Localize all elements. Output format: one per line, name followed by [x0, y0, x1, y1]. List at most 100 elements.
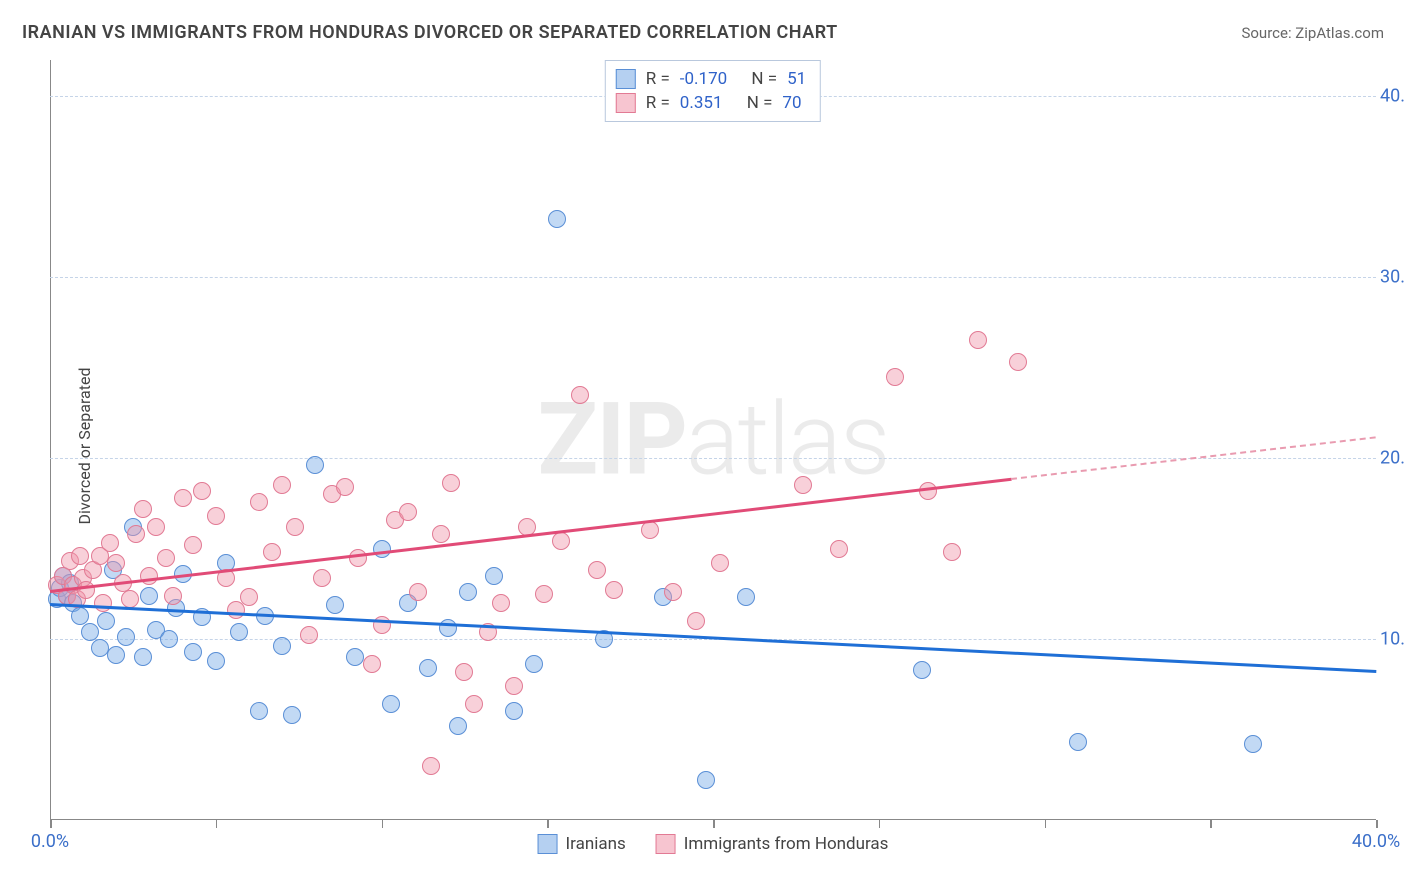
x-tick — [1045, 820, 1047, 828]
data-point-b — [240, 588, 258, 606]
x-tick — [879, 820, 881, 828]
data-point-b — [300, 626, 318, 644]
data-point-b — [286, 518, 304, 536]
legend-stats-row: R = -0.170 N = 51 — [616, 67, 806, 91]
data-point-a — [134, 648, 152, 666]
data-point-b — [71, 547, 89, 565]
data-point-b — [605, 581, 623, 599]
legend-swatch-a — [616, 69, 636, 89]
data-point-b — [121, 590, 139, 608]
data-point-b — [184, 536, 202, 554]
data-point-b — [641, 521, 659, 539]
data-point-b — [263, 543, 281, 561]
legend-item-b: Immigrants from Honduras — [656, 834, 889, 854]
grid-line — [50, 277, 1376, 278]
grid-line — [50, 639, 1376, 640]
x-tick — [382, 820, 384, 828]
data-point-a — [1244, 735, 1262, 753]
legend-swatch-b — [616, 93, 636, 113]
data-point-b — [127, 525, 145, 543]
data-point-a — [160, 630, 178, 648]
data-point-a — [459, 583, 477, 601]
x-tick — [1210, 820, 1212, 828]
legend-swatch-a — [538, 834, 558, 854]
data-point-b — [107, 554, 125, 572]
y-axis — [50, 60, 51, 820]
data-point-b — [94, 594, 112, 612]
data-point-a — [207, 652, 225, 670]
data-point-a — [525, 655, 543, 673]
data-point-b — [432, 525, 450, 543]
data-point-b — [442, 474, 460, 492]
data-point-a — [250, 702, 268, 720]
x-tick-label: 0.0% — [31, 831, 69, 852]
y-tick-label: 40.0% — [1380, 86, 1406, 107]
data-point-b — [409, 583, 427, 601]
data-point-a — [306, 456, 324, 474]
data-point-b — [687, 612, 705, 630]
data-point-a — [140, 587, 158, 605]
data-point-b — [886, 368, 904, 386]
data-point-b — [140, 567, 158, 585]
data-point-b — [455, 663, 473, 681]
data-point-a — [548, 210, 566, 228]
data-point-a — [1069, 733, 1087, 751]
data-point-a — [373, 540, 391, 558]
y-tick-label: 10.0% — [1380, 629, 1406, 650]
data-point-b — [830, 540, 848, 558]
legend-swatch-b — [656, 834, 676, 854]
x-tick — [547, 820, 549, 828]
data-point-b — [552, 532, 570, 550]
data-point-a — [107, 646, 125, 664]
data-point-b — [313, 569, 331, 587]
data-point-b — [664, 583, 682, 601]
data-point-b — [349, 549, 367, 567]
data-point-a — [273, 637, 291, 655]
data-point-b — [373, 616, 391, 634]
data-point-b — [77, 581, 95, 599]
data-point-b — [943, 543, 961, 561]
data-point-b — [147, 518, 165, 536]
x-tick — [1376, 820, 1378, 828]
y-tick-label: 20.0% — [1380, 448, 1406, 469]
y-tick-label: 30.0% — [1380, 267, 1406, 288]
data-point-b — [969, 331, 987, 349]
data-point-a — [230, 623, 248, 641]
data-point-a — [419, 659, 437, 677]
data-point-b — [250, 493, 268, 511]
data-point-a — [505, 702, 523, 720]
legend-item-a: Iranians — [538, 834, 626, 854]
data-point-a — [346, 648, 364, 666]
data-point-a — [485, 567, 503, 585]
data-point-b — [588, 561, 606, 579]
data-point-b — [422, 757, 440, 775]
plot-region: ZIPatlas 10.0%20.0%30.0%40.0%0.0%40.0% — [50, 60, 1376, 820]
data-point-a — [449, 717, 467, 735]
data-point-b — [571, 386, 589, 404]
chart-area: ZIPatlas 10.0%20.0%30.0%40.0%0.0%40.0% R… — [50, 60, 1376, 820]
data-point-b — [164, 587, 182, 605]
legend-stats-row: R = 0.351 N = 70 — [616, 91, 806, 115]
x-tick — [216, 820, 218, 828]
data-point-b — [207, 507, 225, 525]
data-point-a — [737, 588, 755, 606]
x-tick — [713, 820, 715, 828]
data-point-b — [363, 655, 381, 673]
data-point-b — [134, 500, 152, 518]
data-point-b — [336, 478, 354, 496]
data-point-b — [492, 594, 510, 612]
data-point-b — [273, 476, 291, 494]
data-point-a — [913, 661, 931, 679]
x-tick — [50, 820, 52, 828]
trend-line — [50, 603, 1376, 672]
data-point-b — [101, 534, 119, 552]
header: IRANIAN VS IMMIGRANTS FROM HONDURAS DIVO… — [22, 22, 1384, 43]
data-point-a — [283, 706, 301, 724]
data-point-a — [81, 623, 99, 641]
data-point-a — [91, 639, 109, 657]
data-point-a — [184, 643, 202, 661]
data-point-b — [505, 677, 523, 695]
data-point-b — [399, 503, 417, 521]
data-point-b — [465, 695, 483, 713]
legend-series: Iranians Immigrants from Honduras — [538, 834, 889, 854]
